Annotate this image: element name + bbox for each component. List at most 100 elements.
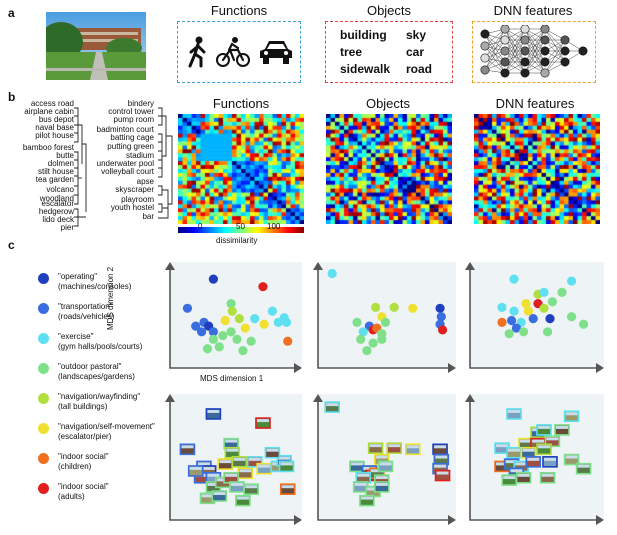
nn-node bbox=[480, 29, 490, 39]
nn-node bbox=[560, 46, 570, 56]
right-label-13: bar bbox=[142, 212, 154, 221]
scatter-point bbox=[435, 303, 445, 313]
nn-node bbox=[540, 35, 550, 45]
scene-thumbnail bbox=[205, 408, 222, 420]
scatter-point bbox=[436, 312, 446, 322]
scene-thumbnail bbox=[359, 494, 375, 507]
scene-thumbnail bbox=[237, 467, 254, 480]
scatter-point bbox=[567, 312, 577, 322]
legend-sublabel: (adults) bbox=[58, 492, 85, 501]
scatter-point bbox=[528, 314, 538, 324]
left-label-2: bus depot bbox=[38, 115, 74, 124]
left-label-12: escalator bbox=[41, 199, 74, 208]
legend-dot bbox=[38, 453, 49, 464]
legend-dot bbox=[38, 333, 49, 344]
functions-box bbox=[177, 21, 301, 83]
scene-thumbnail bbox=[386, 442, 403, 454]
left-label-0: access road bbox=[30, 99, 74, 108]
axis-arrow-up bbox=[465, 394, 475, 402]
colorbar-tick-50: 50 bbox=[236, 222, 245, 231]
scene-thumbnail bbox=[211, 490, 228, 502]
header-dnn-a: DNN features bbox=[493, 3, 573, 18]
legend-sublabel: (escalator/pier) bbox=[58, 432, 112, 441]
nn-node bbox=[480, 41, 490, 51]
legend-label: "transportation" bbox=[58, 302, 113, 311]
scatter-point bbox=[557, 287, 567, 297]
scene-thumbnail bbox=[434, 469, 451, 482]
scatter-point bbox=[238, 346, 248, 356]
scene-thumbnail bbox=[179, 443, 196, 456]
scatter-point bbox=[371, 302, 381, 312]
right-label-10: skyscraper bbox=[115, 185, 154, 194]
scatter-point bbox=[389, 302, 399, 312]
scene-thumbnail bbox=[563, 453, 580, 466]
scene-thumbnail bbox=[231, 456, 248, 468]
legend-sublabel: (tall buildings) bbox=[58, 402, 108, 411]
legend-dot bbox=[38, 393, 49, 404]
scene-thumbnail bbox=[575, 462, 592, 475]
object-word-road: road bbox=[406, 62, 433, 76]
walking-person-icon bbox=[188, 36, 206, 68]
axis-line bbox=[169, 268, 296, 369]
legend-sublabel: (children) bbox=[58, 462, 92, 471]
axis-line bbox=[469, 400, 598, 521]
scatter-point bbox=[246, 336, 256, 346]
right-label-0: bindery bbox=[127, 99, 154, 108]
object-word-tree: tree bbox=[340, 45, 363, 59]
left-label-10: volcano bbox=[46, 185, 74, 194]
scatter-point bbox=[507, 315, 517, 326]
nn-node bbox=[520, 46, 530, 56]
scene-thumbnail bbox=[539, 471, 556, 484]
scene-thumbnail bbox=[563, 410, 580, 423]
scatter-point bbox=[543, 327, 553, 337]
axis-arrow-up bbox=[313, 394, 323, 402]
scatter-point bbox=[232, 334, 242, 344]
scene-thumbnail bbox=[229, 481, 245, 493]
axis-line bbox=[169, 400, 296, 521]
axis-arrow-right bbox=[294, 515, 302, 525]
scatter-point bbox=[521, 299, 531, 309]
scatter-point bbox=[567, 276, 577, 286]
legend-dot bbox=[38, 483, 49, 494]
scatter-point bbox=[202, 344, 213, 354]
object-word-sky: sky bbox=[406, 28, 427, 42]
scatter-point bbox=[437, 325, 448, 335]
nn-node bbox=[560, 35, 570, 45]
scene-thumbnail bbox=[544, 435, 561, 448]
scene-thumbnail bbox=[255, 417, 271, 429]
dnn-rdm bbox=[474, 114, 600, 224]
nn-node bbox=[540, 25, 550, 34]
scatter-point bbox=[579, 319, 589, 329]
legend-label: "navigation/self-movement" bbox=[58, 422, 155, 431]
scatter-point bbox=[539, 287, 549, 297]
scene-thumbnail bbox=[279, 483, 296, 496]
left-label-3: naval base bbox=[35, 123, 74, 132]
nn-node bbox=[520, 25, 530, 34]
legend: "operating" (machines/consoles) "transport… bbox=[28, 272, 198, 512]
scene-thumbnail bbox=[542, 456, 558, 468]
scatter-point bbox=[509, 274, 519, 284]
header-objects-b: Objects bbox=[365, 96, 411, 111]
right-label-9: apse bbox=[136, 177, 154, 186]
scatter-point bbox=[368, 338, 378, 348]
scene-thumbnail bbox=[536, 443, 552, 456]
right-label-11: playroom bbox=[121, 195, 154, 204]
scatter-point bbox=[509, 306, 519, 316]
panel-label-c: c bbox=[8, 238, 15, 252]
nn-node bbox=[480, 53, 490, 63]
scatter-point bbox=[250, 314, 260, 324]
object-word-car: car bbox=[406, 45, 425, 59]
scatter-point bbox=[380, 317, 391, 327]
right-label-4: batting cage bbox=[110, 133, 154, 142]
scene-thumbnail bbox=[554, 424, 570, 436]
scene-thumbnail bbox=[506, 408, 522, 420]
axis-arrow-right bbox=[448, 363, 456, 373]
scatter-point bbox=[197, 327, 207, 337]
dendrogram bbox=[74, 107, 173, 227]
scatter-point bbox=[377, 334, 387, 344]
axis-line bbox=[317, 268, 450, 369]
scatter-point bbox=[227, 306, 237, 316]
nn-node bbox=[500, 25, 510, 34]
